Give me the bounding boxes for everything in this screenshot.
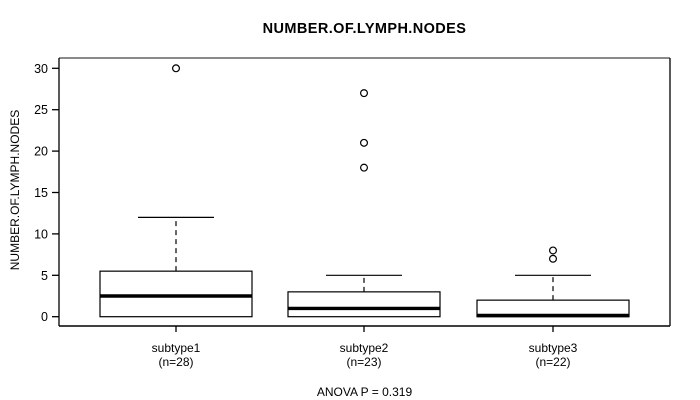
x-group-sublabel: (n=23) <box>346 355 381 369</box>
iqr-box <box>287 291 441 318</box>
x-group-label: subtype3 <box>529 341 578 355</box>
x-group-sublabel: (n=28) <box>158 355 193 369</box>
iqr-box <box>99 270 253 318</box>
x-group-label: subtype1 <box>152 341 201 355</box>
outlier-point <box>548 246 557 255</box>
y-tick-label: 10 <box>34 227 48 241</box>
outlier-point <box>360 89 369 98</box>
x-group-sublabel: (n=22) <box>535 355 570 369</box>
y-tick-label: 15 <box>34 186 48 200</box>
outlier-point <box>548 254 557 263</box>
x-group-label: subtype2 <box>340 341 389 355</box>
y-tick-label: 20 <box>34 145 48 159</box>
anova-annotation: ANOVA P = 0.319 <box>316 385 413 399</box>
y-tick-label: 5 <box>41 269 48 283</box>
y-tick-label: 0 <box>41 310 48 324</box>
chart-title: NUMBER.OF.LYMPH.NODES <box>262 21 467 37</box>
outlier-point <box>360 138 369 147</box>
outlier-point <box>172 64 181 73</box>
outlier-point <box>360 163 369 172</box>
y-tick-label: 30 <box>34 62 48 76</box>
y-tick-label: 25 <box>34 103 48 117</box>
